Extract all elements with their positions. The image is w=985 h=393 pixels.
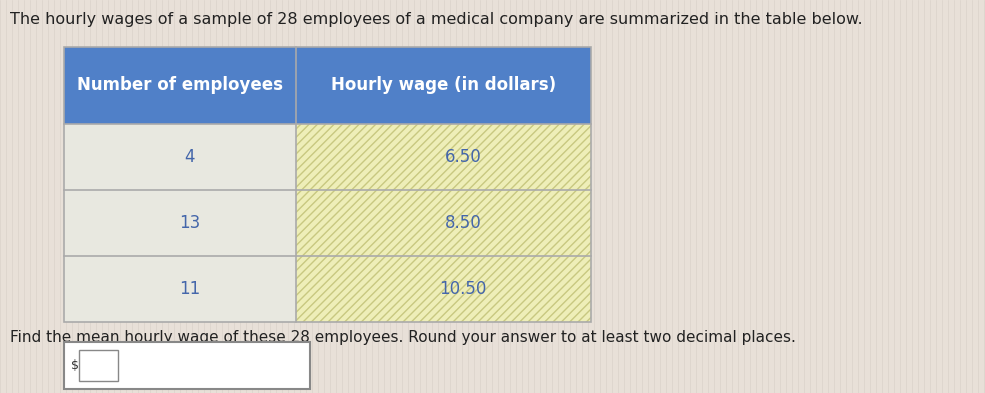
Text: 13: 13 (179, 214, 200, 232)
Bar (79, 350, 118, 381)
Text: The hourly wages of a sample of 28 employees of a medical company are summarized: The hourly wages of a sample of 28 emplo… (10, 12, 863, 27)
Text: $: $ (71, 359, 79, 372)
Text: 6.50: 6.50 (444, 148, 482, 166)
Text: 11: 11 (179, 280, 200, 298)
Text: Hourly wage (in dollars): Hourly wage (in dollars) (331, 77, 556, 94)
Text: Number of employees: Number of employees (77, 77, 283, 94)
Text: 8.50: 8.50 (444, 214, 482, 232)
Text: 4: 4 (184, 148, 195, 166)
Text: Find the mean hourly wage of these 28 employees. Round your answer to at least t: Find the mean hourly wage of these 28 em… (10, 330, 796, 345)
Text: 10.50: 10.50 (439, 280, 487, 298)
